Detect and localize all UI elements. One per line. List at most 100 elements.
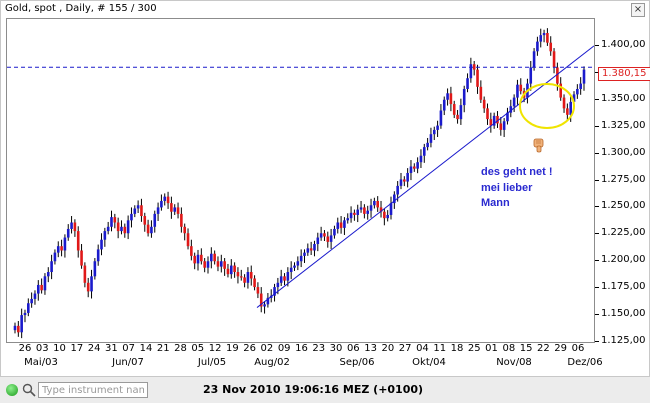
candle-up bbox=[273, 287, 276, 296]
candle-down bbox=[193, 255, 196, 264]
candle-up bbox=[133, 208, 137, 214]
candle-down bbox=[213, 253, 216, 262]
candle-up bbox=[462, 88, 466, 106]
candle-down bbox=[86, 282, 90, 292]
candle-up bbox=[279, 276, 283, 283]
candle-up bbox=[399, 179, 403, 186]
candle-down bbox=[176, 207, 180, 214]
candle-up bbox=[220, 261, 223, 267]
candle-up bbox=[442, 99, 446, 111]
x-day-label: 29 bbox=[554, 343, 568, 354]
candle-up bbox=[422, 147, 426, 156]
candle-up bbox=[502, 121, 506, 130]
candle-up bbox=[66, 228, 70, 238]
candle-up bbox=[90, 276, 93, 292]
candle-up bbox=[100, 239, 103, 250]
status-bar: 23 Nov 2010 19:06:16 MEZ (+0100) bbox=[0, 376, 650, 403]
candle-up bbox=[313, 244, 316, 251]
candle-down bbox=[183, 226, 187, 234]
candle-up bbox=[266, 297, 270, 305]
y-tick-label: 1.275,00 bbox=[601, 173, 646, 185]
x-day-label: 03 bbox=[35, 343, 49, 354]
y-tick-label: 1.125,00 bbox=[601, 335, 646, 346]
chart-window: Gold, spot , Daily, # 155 / 300 × 1.400,… bbox=[0, 0, 650, 378]
connection-status-icon bbox=[6, 384, 18, 396]
candle-up bbox=[246, 272, 250, 283]
candle-up bbox=[110, 217, 113, 227]
candle-up bbox=[13, 325, 17, 331]
candle-down bbox=[363, 207, 366, 214]
candle-up bbox=[416, 162, 419, 169]
candle-down bbox=[556, 67, 559, 84]
candle-down bbox=[549, 42, 553, 52]
close-icon[interactable]: × bbox=[631, 3, 645, 17]
candle-down bbox=[243, 277, 246, 283]
thumbs-down-icon bbox=[533, 138, 544, 153]
x-day-label: 27 bbox=[398, 343, 412, 354]
candle-up bbox=[343, 220, 346, 228]
candle-down bbox=[339, 222, 343, 228]
candle-up bbox=[389, 203, 393, 215]
instrument-search-input[interactable] bbox=[38, 382, 148, 398]
x-day-label: 13 bbox=[364, 343, 377, 354]
x-day-label: 31 bbox=[105, 343, 118, 354]
candle-down bbox=[76, 231, 80, 251]
candle-up bbox=[359, 207, 363, 210]
candle-up bbox=[153, 213, 157, 227]
highlight-circle[interactable] bbox=[519, 83, 575, 129]
candle-up bbox=[432, 129, 436, 135]
candle-down bbox=[249, 272, 253, 279]
candle-down bbox=[113, 217, 117, 223]
candle-down bbox=[80, 250, 83, 266]
price-axis[interactable]: 1.400,001.375,001.350,001.325,001.300,00… bbox=[595, 18, 650, 346]
candle-down bbox=[383, 211, 386, 219]
y-tick-label: 1.150,00 bbox=[601, 308, 646, 320]
candle-down bbox=[236, 272, 240, 277]
y-tick-mark bbox=[595, 287, 599, 289]
candle-up bbox=[393, 194, 396, 204]
x-month-label: Jul/05 bbox=[197, 357, 227, 368]
candle-up bbox=[569, 101, 572, 115]
search-icon[interactable] bbox=[22, 383, 36, 397]
candle-down bbox=[203, 261, 206, 268]
candle-up bbox=[299, 255, 303, 262]
candle-down bbox=[216, 261, 220, 267]
candle-up bbox=[333, 228, 336, 236]
candle-up bbox=[419, 155, 423, 163]
x-day-label: 04 bbox=[416, 343, 429, 354]
candle-up bbox=[373, 200, 376, 206]
candle-up bbox=[156, 207, 160, 214]
candle-down bbox=[259, 293, 263, 307]
candle-down bbox=[256, 287, 260, 294]
candle-up bbox=[492, 115, 496, 126]
price-chart[interactable] bbox=[7, 19, 594, 342]
trend-line[interactable] bbox=[256, 45, 594, 308]
y-tick-mark bbox=[595, 179, 599, 181]
x-day-label: 17 bbox=[70, 343, 84, 354]
x-day-label: 16 bbox=[295, 343, 308, 354]
candle-down bbox=[552, 51, 556, 68]
candle-up bbox=[296, 261, 300, 266]
x-day-label: 20 bbox=[381, 343, 395, 354]
candle-up bbox=[33, 293, 37, 299]
candle-up bbox=[516, 84, 519, 98]
candle-down bbox=[190, 246, 193, 256]
candle-down bbox=[452, 104, 456, 115]
candle-down bbox=[60, 246, 63, 251]
x-day-label: 26 bbox=[18, 343, 32, 354]
x-day-label: 21 bbox=[156, 343, 170, 354]
x-month-label: Jun/07 bbox=[112, 357, 144, 368]
x-month-label: Okt/04 bbox=[412, 357, 446, 368]
candle-down bbox=[476, 69, 479, 87]
plot-area[interactable] bbox=[6, 18, 595, 343]
candle-up bbox=[366, 210, 370, 214]
candle-up bbox=[289, 267, 293, 273]
x-day-label: 05 bbox=[191, 343, 205, 354]
candle-down bbox=[233, 265, 236, 273]
candle-up bbox=[286, 272, 290, 281]
candle-down bbox=[143, 216, 147, 225]
x-month-label: Sep/06 bbox=[339, 357, 375, 368]
x-day-label: 23 bbox=[312, 343, 326, 354]
candle-down bbox=[116, 222, 120, 232]
candle-down bbox=[200, 254, 203, 262]
